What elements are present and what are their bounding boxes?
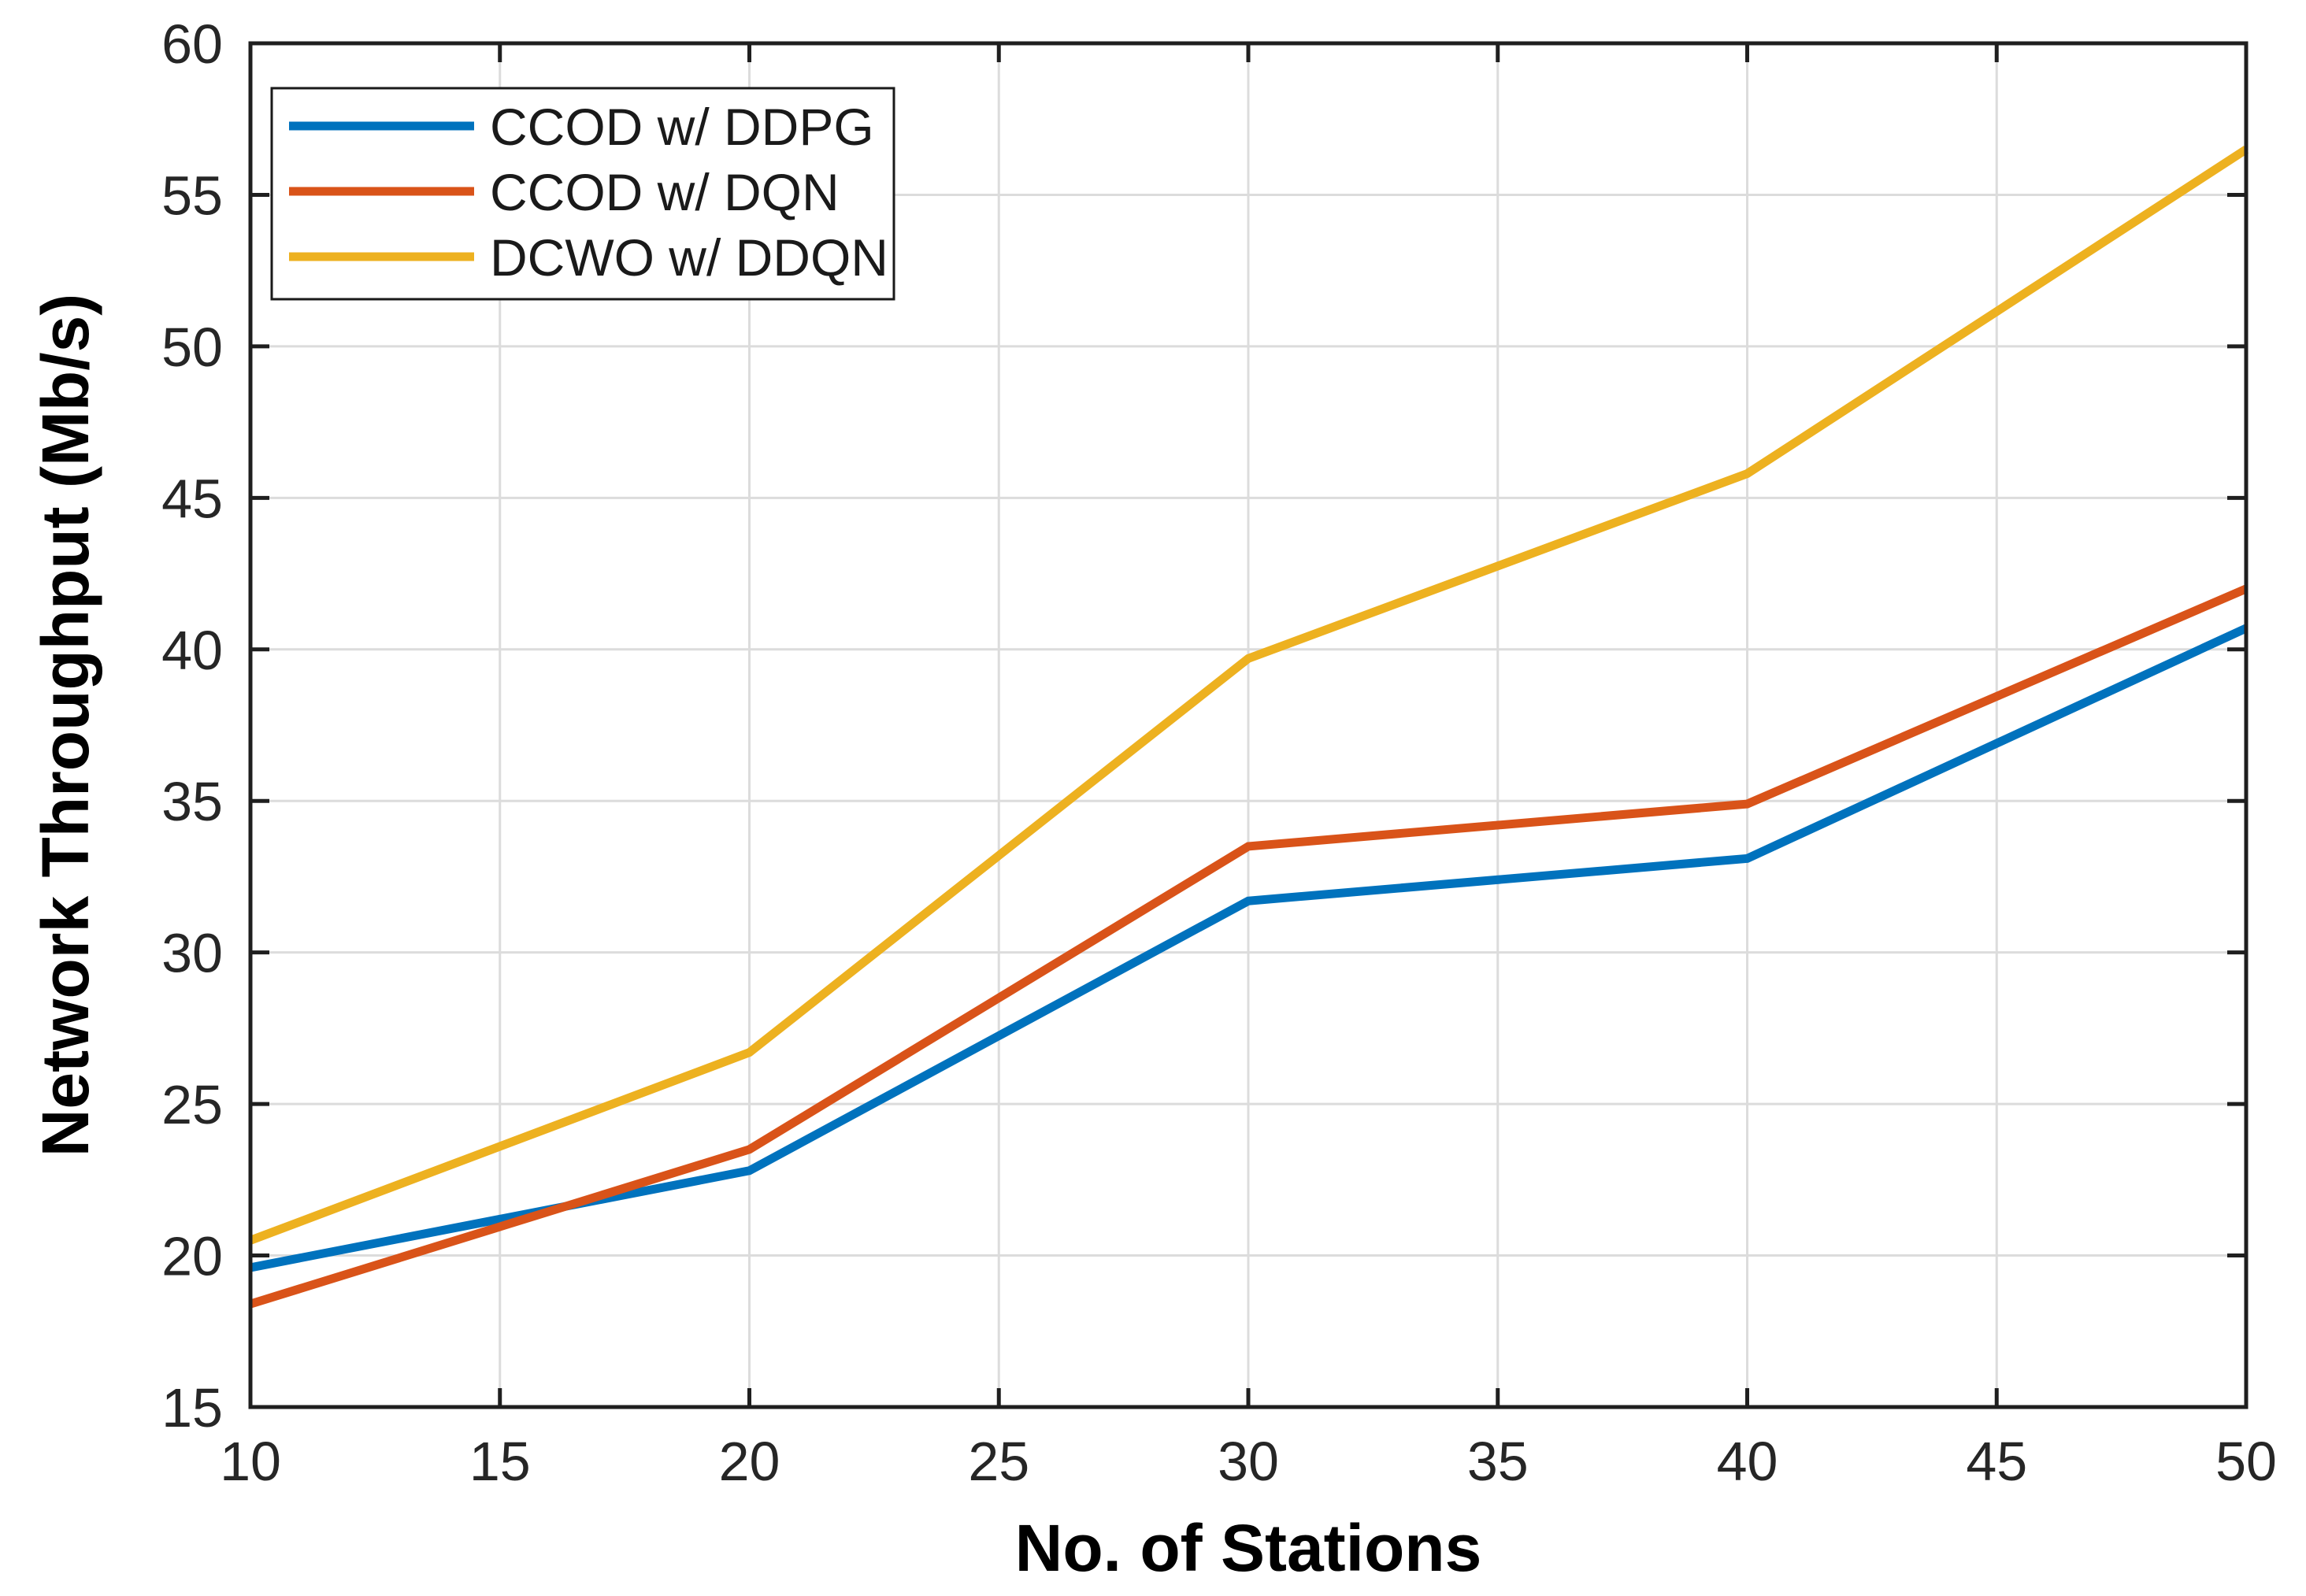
x-tick-label: 35 [1467,1431,1529,1492]
y-tick-label: 50 [161,317,223,378]
x-tick-label: 50 [2215,1431,2277,1492]
tick-marks [248,41,2249,1409]
y-tick-label: 35 [161,771,223,832]
y-tick-label: 20 [161,1226,223,1287]
x-tick-label: 20 [719,1431,780,1492]
legend: CCOD w/ DDPG CCOD w/ DQN DCWO w/ DDQN [270,87,895,301]
y-axis-label: Network Throughput (Mb/s) [28,294,102,1157]
series-line [249,146,2249,1245]
y-tick-label: 55 [161,165,223,226]
y-tick-label: 15 [161,1377,223,1439]
legend-entry-label: CCOD w/ DDPG [490,98,874,156]
y-tick-label: 25 [161,1074,223,1135]
x-tick-label: 45 [1966,1431,2027,1492]
y-tick-label: 45 [161,468,223,529]
y-tick-label: 30 [161,923,223,984]
y-tick-label: 60 [161,13,223,75]
series-line [249,584,2249,1309]
y-tick-label: 40 [161,620,223,681]
x-axis-label: No. of Stations [1015,1511,1482,1585]
gridlines [250,43,2246,1407]
x-tick-label: 15 [469,1431,531,1492]
x-tick-labels: 10 15 20 25 30 35 40 45 50 [220,1431,2277,1492]
legend-entry-label: CCOD w/ DQN [490,163,840,221]
x-tick-label: 25 [968,1431,1029,1492]
x-tick-label: 30 [1218,1431,1279,1492]
legend-entry-label: DCWO w/ DDQN [490,228,888,287]
y-tick-labels: 15 20 25 30 35 40 45 50 55 60 [161,13,223,1439]
x-tick-label: 40 [1717,1431,1778,1492]
x-tick-label: 10 [220,1431,281,1492]
data-series [249,146,2249,1309]
